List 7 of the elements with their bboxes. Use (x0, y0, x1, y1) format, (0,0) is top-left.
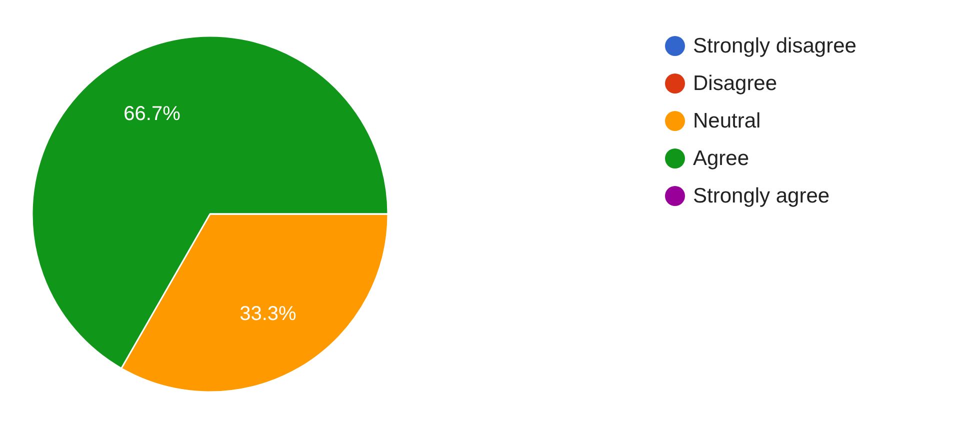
legend-label: Agree (693, 147, 750, 170)
legend-label: Neutral (693, 110, 761, 132)
data-label: 66.7% (124, 102, 181, 125)
legend-label: Strongly agree (693, 184, 830, 208)
legend-label: Disagree (693, 72, 778, 95)
legend-label: Strongly disagree (693, 34, 856, 58)
data-label: 33.3% (240, 303, 297, 326)
